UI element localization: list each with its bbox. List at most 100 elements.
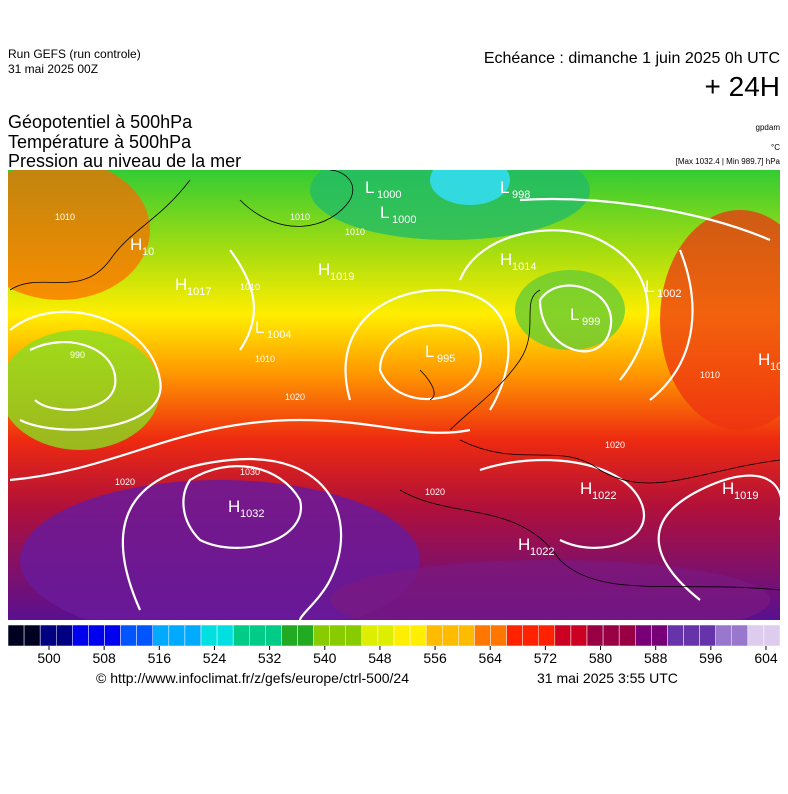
colorbar-swatch — [120, 624, 137, 647]
colorbar-tick-label: 604 — [754, 650, 778, 666]
colorbar-swatch — [699, 624, 716, 647]
colorbar-swatch — [715, 624, 733, 647]
colorbar-swatch — [409, 624, 427, 647]
colorbar-swatch — [377, 624, 395, 647]
colorbar-swatch — [474, 624, 491, 647]
center-pressure: 1022 — [530, 546, 554, 558]
center-pressure: 1022 — [592, 490, 616, 502]
unit-label: gpdam — [756, 123, 781, 132]
colorbar-swatch — [7, 624, 25, 647]
colorbar-tick-label: 580 — [589, 650, 613, 666]
issued-label: 31 mai 2025 3:55 UTC — [537, 670, 678, 686]
colorbar-tick-label: 508 — [92, 650, 116, 666]
isobar-label: 1010 — [290, 212, 310, 222]
valid-time: Echéance : dimanche 1 juin 2025 0h UTC — [484, 50, 780, 67]
map-field — [8, 170, 780, 620]
colorbar-swatch — [506, 624, 523, 647]
field-label: Géopotentiel à 500hPa — [8, 112, 193, 132]
center-kind: H — [175, 275, 187, 294]
center-pressure: 1014 — [512, 261, 536, 273]
field-label: Température à 500hPa — [8, 132, 192, 152]
colorbar-tick-label: 588 — [644, 650, 668, 666]
colorbar-tick-label: 556 — [423, 650, 447, 666]
colorbar-swatch — [104, 624, 121, 647]
center-kind: L — [380, 203, 389, 222]
isobar-label: 1020 — [115, 477, 135, 487]
colorbar-swatch — [618, 624, 636, 647]
colorbar-swatch — [490, 624, 507, 647]
center-kind: L — [255, 318, 264, 337]
colorbar-swatch — [136, 624, 154, 647]
center-kind: H — [758, 350, 770, 369]
isobar-label: 1010 — [240, 282, 260, 292]
unit-label: °C — [771, 143, 780, 152]
lead-time: + 24H — [705, 71, 781, 102]
center-pressure: 1019 — [330, 271, 354, 283]
center-kind: L — [425, 342, 434, 361]
colorbar-swatch — [152, 624, 170, 647]
isobar-label: 1020 — [285, 392, 305, 402]
center-pressure: 1032 — [240, 508, 264, 520]
colorbar-swatch — [56, 624, 73, 647]
center-kind: L — [500, 178, 509, 197]
isobar-label: 1010 — [700, 370, 720, 380]
colorbar-tick-label: 548 — [368, 650, 392, 666]
isobar-label: 1010 — [255, 354, 275, 364]
colorbar-swatch — [602, 624, 620, 647]
center-kind: H — [518, 535, 530, 554]
colorbar-swatch — [683, 624, 700, 647]
center-pressure: 998 — [512, 189, 530, 201]
colorbar-swatch — [731, 624, 749, 647]
colorbar-tick-label: 564 — [479, 650, 503, 666]
colorbar-swatch — [281, 624, 298, 647]
colorbar-swatch — [184, 624, 202, 647]
center-kind: H — [722, 479, 734, 498]
colorbar-swatch — [88, 624, 105, 647]
center-pressure: 10 — [142, 246, 154, 258]
center-pressure: 1000 — [377, 189, 401, 201]
colorbar-swatch — [763, 624, 781, 647]
center-pressure: 1017 — [187, 286, 211, 298]
isobar-label: 1030 — [240, 467, 260, 477]
colorbar-swatch — [458, 624, 475, 647]
colorbar-tick-label: 532 — [258, 650, 282, 666]
center-pressure: 1000 — [392, 214, 416, 226]
colorbar-swatch — [232, 624, 250, 647]
colorbar-swatch — [72, 624, 89, 647]
extremes-label: [Max 1032.4 | Min 989.7] hPa — [676, 157, 781, 166]
colorbar-tick-label: 500 — [37, 650, 61, 666]
colorbar-swatch — [393, 624, 411, 647]
colorbar-swatch — [747, 624, 765, 647]
colorbar-tick-label: 540 — [313, 650, 337, 666]
isobar-label: 1020 — [425, 487, 445, 497]
center-pressure: 1004 — [267, 329, 291, 341]
colorbar-swatch — [313, 624, 330, 647]
colorbar-swatch — [249, 624, 266, 647]
colorbar-swatch — [442, 624, 459, 647]
colorbar-tick-label: 596 — [699, 650, 723, 666]
colorbar-swatch — [329, 624, 346, 647]
colorbar-tick-label: 516 — [148, 650, 172, 666]
center-kind: L — [645, 277, 654, 296]
colorbar-swatch — [554, 624, 572, 647]
colorbar-swatch — [667, 624, 684, 647]
field-label: Pression au niveau de la mer — [8, 151, 241, 171]
center-kind: H — [500, 250, 512, 269]
colorbar-swatch — [538, 624, 556, 647]
center-pressure: 995 — [437, 353, 455, 365]
colorbar-swatch — [570, 624, 588, 647]
colorbar-swatch — [635, 624, 652, 647]
center-kind: H — [130, 235, 142, 254]
isobar-label: 1020 — [605, 440, 625, 450]
center-pressure: 1002 — [657, 288, 681, 300]
center-kind: L — [570, 305, 579, 324]
center-kind: L — [365, 178, 374, 197]
colorbar-swatch — [651, 624, 668, 647]
source-label: © http://www.infoclimat.fr/z/gefs/europe… — [96, 670, 409, 686]
center-pressure: 1019 — [734, 490, 758, 502]
center-kind: H — [580, 479, 592, 498]
colorbar-swatch — [23, 624, 41, 647]
colorbar-swatch — [361, 624, 379, 647]
run-date: 31 mai 2025 00Z — [8, 62, 98, 76]
